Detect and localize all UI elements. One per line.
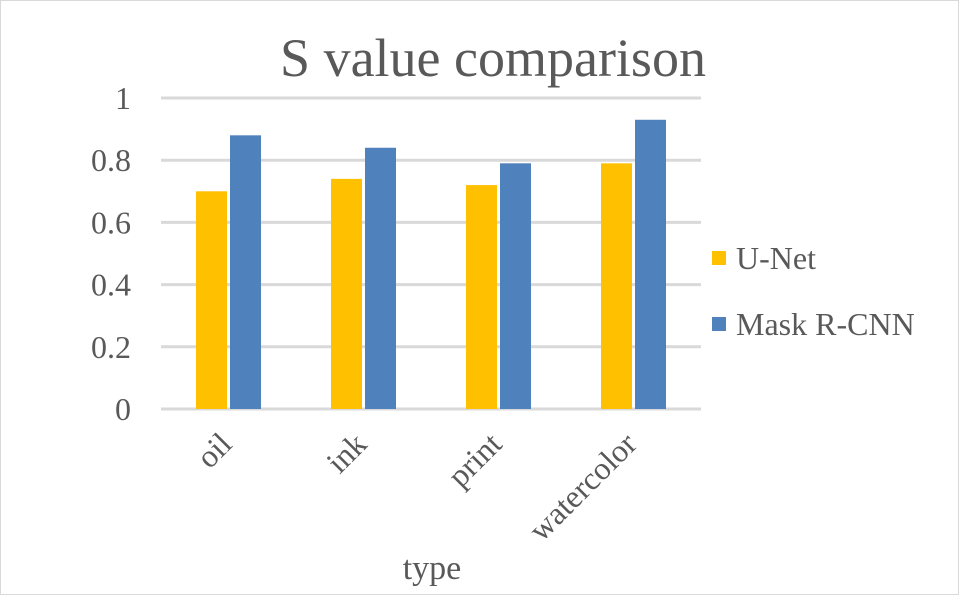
x-tick-label: watercolor [521,425,643,547]
y-tick-label: 1 [115,80,131,116]
legend-label: U-Net [736,240,816,276]
bar-u-net-oil [196,191,227,409]
x-tick-label: ink [319,425,373,479]
legend-label: Mask R-CNN [736,306,915,342]
bar-mask-r-cnn-oil [230,135,261,409]
y-tick-label: 0 [115,391,131,427]
y-tick-label: 0.8 [91,142,131,178]
legend-swatch [712,251,726,265]
y-tick-label: 0.4 [91,267,131,303]
bar-mask-r-cnn-watercolor [635,119,666,410]
bar-u-net-ink [331,178,362,409]
x-tick-label: oil [189,425,238,474]
legend: U-Net Mask R-CNN [712,240,915,342]
x-tick-label: print [440,425,508,493]
bars [196,119,666,410]
bar-mask-r-cnn-ink [365,147,396,409]
chart-title: S value comparison [280,28,706,88]
legend-swatch [712,317,726,331]
x-axis-title: type [403,550,462,587]
bar-u-net-watercolor [601,163,632,409]
y-axis-ticks: 0 0.2 0.4 0.6 0.8 1 [91,80,131,427]
x-axis-ticks: oil ink print watercolor [189,425,644,547]
bar-mask-r-cnn-print [500,163,531,409]
y-tick-label: 0.2 [91,329,131,365]
y-tick-label: 0.6 [91,204,131,240]
bar-u-net-print [466,185,497,409]
